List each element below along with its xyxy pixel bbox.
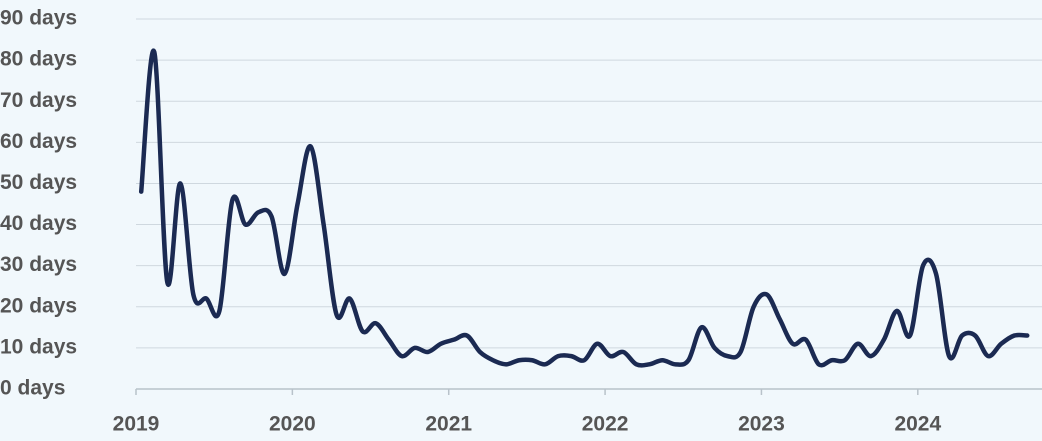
y-tick-label: 40 days xyxy=(0,212,77,235)
x-tick-label: 2019 xyxy=(113,413,160,436)
data-line xyxy=(138,48,1030,368)
y-tick-label: 50 days xyxy=(0,171,77,194)
y-tick-label: 60 days xyxy=(0,130,77,153)
y-tick-label: 0 days xyxy=(0,377,65,400)
y-tick-label: 30 days xyxy=(0,253,77,276)
y-tick-label: 10 days xyxy=(0,335,77,358)
y-tick-label: 70 days xyxy=(0,89,77,112)
x-tick-label: 2022 xyxy=(582,413,629,436)
x-tick-label: 2021 xyxy=(425,413,472,436)
y-tick-label: 20 days xyxy=(0,294,77,317)
x-tick-label: 2024 xyxy=(894,413,941,436)
x-tick-label: 2023 xyxy=(738,413,785,436)
y-tick-label: 80 days xyxy=(0,48,77,71)
x-tick-label: 2020 xyxy=(269,413,316,436)
y-tick-label: 90 days xyxy=(0,7,77,30)
